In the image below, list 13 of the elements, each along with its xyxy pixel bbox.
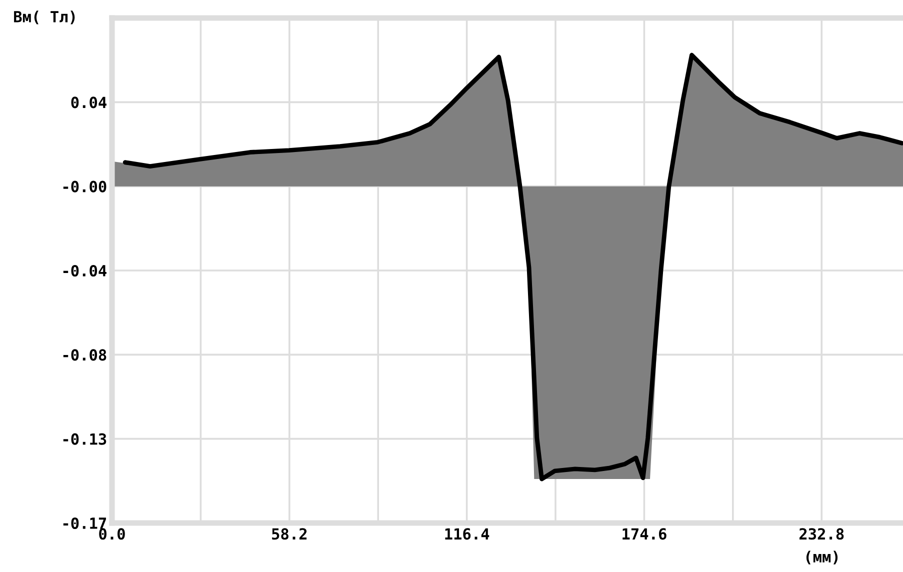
y-tick-label: -0.13	[63, 433, 106, 445]
y-tick-label: -0.17	[63, 517, 106, 530]
x-tick-label: 116.4	[445, 528, 490, 540]
y-tick-label: 0.04	[71, 96, 106, 108]
y-tick-label: -0.00	[63, 180, 106, 192]
y-tick-label: -0.04	[63, 264, 106, 277]
x-tick-label: 58.2	[272, 528, 307, 540]
x-axis-title: (мм)	[806, 550, 838, 564]
x-tick-label: 232.8	[799, 528, 844, 540]
y-axis-title: Вм( Тл)	[14, 10, 75, 24]
x-tick-label: 174.6	[622, 528, 666, 540]
x-tick-label: 0.0	[99, 528, 125, 540]
y-tick-label: -0.08	[63, 349, 106, 361]
